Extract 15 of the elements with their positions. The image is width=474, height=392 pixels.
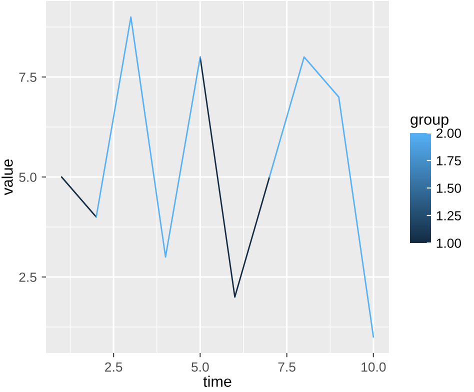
x-tick-label: 5.0 — [192, 362, 209, 372]
color-bar-label: 1.50 — [436, 184, 462, 193]
y-axis-title: value — [2, 159, 13, 196]
color-bar-label: 2.00 — [436, 128, 462, 138]
x-tick-label: 7.5 — [278, 362, 296, 372]
x-axis-title: time — [203, 376, 232, 387]
color-bar-label: 1.25 — [436, 211, 461, 220]
color-bar-label: 1.00 — [436, 238, 462, 248]
x-tick-label: 2.5 — [105, 362, 122, 372]
color-bar-title: group — [410, 116, 448, 128]
x-tick-label: 10.0 — [362, 362, 386, 372]
y-tick-label: 7.5 — [19, 72, 36, 82]
y-tick-label: 5.0 — [19, 172, 36, 182]
color-bar-label: 1.75 — [436, 156, 461, 166]
y-tick-label: 2.5 — [19, 272, 36, 282]
